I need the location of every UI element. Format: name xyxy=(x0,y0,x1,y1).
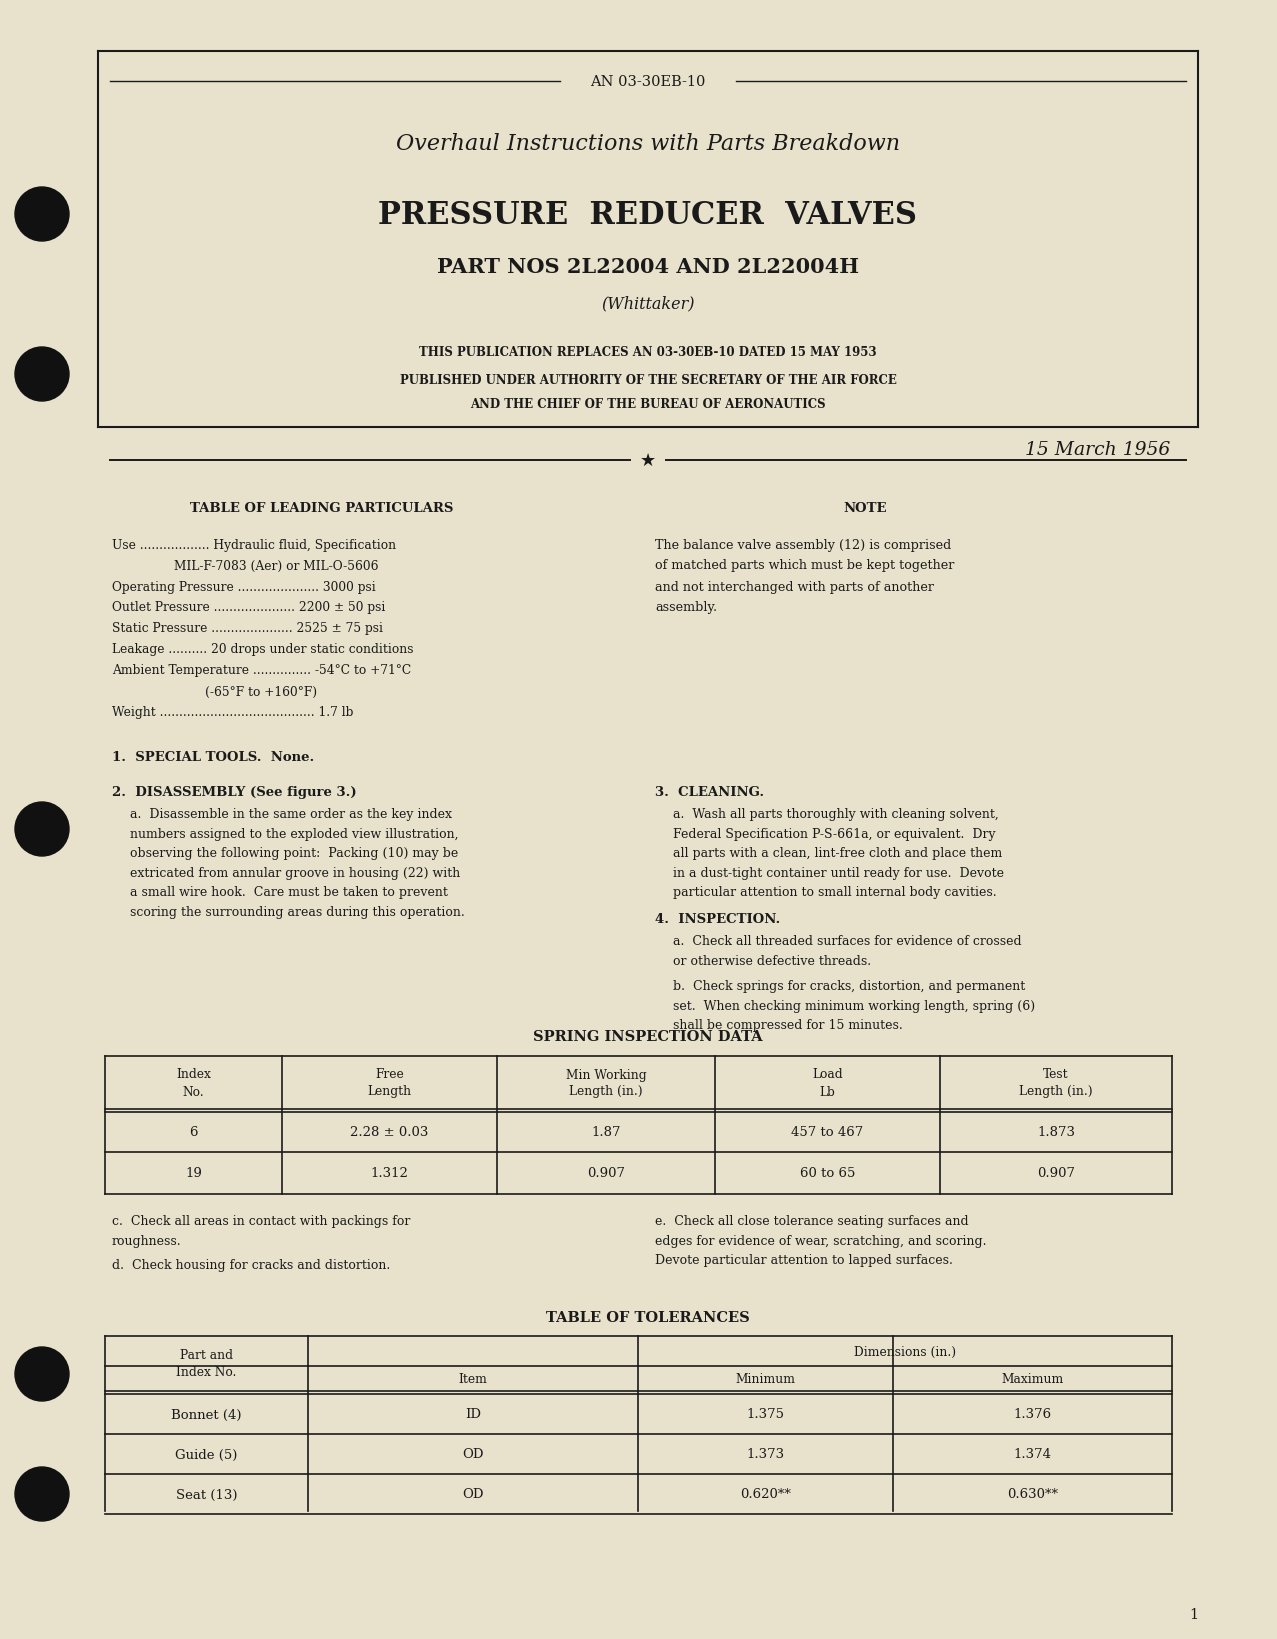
Text: THIS PUBLICATION REPLACES AN 03-30EB-10 DATED 15 MAY 1953: THIS PUBLICATION REPLACES AN 03-30EB-10 … xyxy=(419,346,877,359)
Text: 1.375: 1.375 xyxy=(747,1408,784,1421)
Text: of matched parts which must be kept together: of matched parts which must be kept toge… xyxy=(655,559,954,572)
Text: ID: ID xyxy=(465,1408,481,1421)
Text: Bonnet (4): Bonnet (4) xyxy=(171,1408,241,1421)
Text: OD: OD xyxy=(462,1488,484,1501)
Text: Leakage .......... 20 drops under static conditions: Leakage .......... 20 drops under static… xyxy=(112,642,414,656)
Text: 1.312: 1.312 xyxy=(370,1167,409,1180)
Circle shape xyxy=(15,188,69,243)
Text: OD: OD xyxy=(462,1447,484,1460)
Text: 1.376: 1.376 xyxy=(1014,1408,1051,1421)
Text: Index
No.: Index No. xyxy=(176,1069,211,1098)
Text: 15 March 1956: 15 March 1956 xyxy=(1024,441,1170,459)
Text: Ambient Temperature ............... -54°C to +71°C: Ambient Temperature ............... -54°… xyxy=(112,664,411,677)
Text: SPRING INSPECTION DATA: SPRING INSPECTION DATA xyxy=(534,1029,762,1044)
Text: Seat (13): Seat (13) xyxy=(176,1488,238,1501)
Text: 0.630**: 0.630** xyxy=(1008,1488,1059,1501)
Text: AND THE CHIEF OF THE BUREAU OF AERONAUTICS: AND THE CHIEF OF THE BUREAU OF AERONAUTI… xyxy=(470,398,826,411)
Text: Load
Lb: Load Lb xyxy=(812,1069,843,1098)
Text: 1.873: 1.873 xyxy=(1037,1126,1075,1139)
Text: a.  Disassemble in the same order as the key index: a. Disassemble in the same order as the … xyxy=(130,808,452,821)
Text: assembly.: assembly. xyxy=(655,602,718,615)
Text: 2.  DISASSEMBLY (See figure 3.): 2. DISASSEMBLY (See figure 3.) xyxy=(112,787,356,798)
Text: a.  Wash all parts thoroughly with cleaning solvent,: a. Wash all parts thoroughly with cleani… xyxy=(673,808,999,821)
Text: 1: 1 xyxy=(1189,1606,1198,1621)
Text: 19: 19 xyxy=(185,1167,202,1180)
Text: 6: 6 xyxy=(189,1126,198,1139)
Text: 60 to 65: 60 to 65 xyxy=(799,1167,856,1180)
Text: (Whittaker): (Whittaker) xyxy=(601,295,695,313)
Text: in a dust-tight container until ready for use.  Devote: in a dust-tight container until ready fo… xyxy=(673,867,1004,880)
Text: 0.907: 0.907 xyxy=(1037,1167,1075,1180)
Text: PRESSURE  REDUCER  VALVES: PRESSURE REDUCER VALVES xyxy=(378,200,917,231)
Text: numbers assigned to the exploded view illustration,: numbers assigned to the exploded view il… xyxy=(130,828,458,841)
Text: Static Pressure ..................... 2525 ± 75 psi: Static Pressure ..................... 25… xyxy=(112,623,383,634)
Text: 0.907: 0.907 xyxy=(587,1167,624,1180)
Text: 0.620**: 0.620** xyxy=(741,1488,790,1501)
Text: Maximum: Maximum xyxy=(1001,1372,1064,1385)
Text: particular attention to small internal body cavities.: particular attention to small internal b… xyxy=(673,887,996,898)
Text: Test
Length (in.): Test Length (in.) xyxy=(1019,1069,1093,1098)
Circle shape xyxy=(15,1347,69,1401)
Text: TABLE OF TOLERANCES: TABLE OF TOLERANCES xyxy=(547,1310,750,1324)
Text: e.  Check all close tolerance seating surfaces and: e. Check all close tolerance seating sur… xyxy=(655,1214,969,1228)
Text: PART NOS 2L22004 AND 2L22004H: PART NOS 2L22004 AND 2L22004H xyxy=(437,257,859,277)
Text: Federal Specification P-S-661a, or equivalent.  Dry: Federal Specification P-S-661a, or equiv… xyxy=(673,828,996,841)
Text: Minimum: Minimum xyxy=(736,1372,796,1385)
Text: TABLE OF LEADING PARTICULARS: TABLE OF LEADING PARTICULARS xyxy=(190,502,453,515)
Text: Free
Length: Free Length xyxy=(368,1069,411,1098)
Text: Part and
Index No.: Part and Index No. xyxy=(176,1349,236,1378)
Text: Use .................. Hydraulic fluid, Specification: Use .................. Hydraulic fluid, … xyxy=(112,538,396,551)
Text: a small wire hook.  Care must be taken to prevent: a small wire hook. Care must be taken to… xyxy=(130,887,448,898)
Text: The balance valve assembly (12) is comprised: The balance valve assembly (12) is compr… xyxy=(655,538,951,551)
Text: 1.87: 1.87 xyxy=(591,1126,621,1139)
Circle shape xyxy=(15,1467,69,1521)
Text: 1.373: 1.373 xyxy=(747,1447,784,1460)
Text: 2.28 ± 0.03: 2.28 ± 0.03 xyxy=(350,1126,429,1139)
Text: Dimensions (in.): Dimensions (in.) xyxy=(854,1344,956,1357)
Text: all parts with a clean, lint-free cloth and place them: all parts with a clean, lint-free cloth … xyxy=(673,847,1002,860)
Text: Outlet Pressure ..................... 2200 ± 50 psi: Outlet Pressure ..................... 22… xyxy=(112,602,386,615)
Text: Item: Item xyxy=(458,1372,488,1385)
Text: Guide (5): Guide (5) xyxy=(175,1447,238,1460)
Text: observing the following point:  Packing (10) may be: observing the following point: Packing (… xyxy=(130,847,458,860)
Text: Weight ........................................ 1.7 lb: Weight .................................… xyxy=(112,706,354,720)
Text: 457 to 467: 457 to 467 xyxy=(792,1126,863,1139)
Text: 1.374: 1.374 xyxy=(1014,1447,1051,1460)
Text: shall be compressed for 15 minutes.: shall be compressed for 15 minutes. xyxy=(673,1019,903,1033)
Text: (-65°F to +160°F): (-65°F to +160°F) xyxy=(112,685,317,698)
Text: and not interchanged with parts of another: and not interchanged with parts of anoth… xyxy=(655,580,933,593)
Text: 4.  INSPECTION.: 4. INSPECTION. xyxy=(655,913,780,926)
Text: Operating Pressure ..................... 3000 psi: Operating Pressure .....................… xyxy=(112,580,375,593)
Text: extricated from annular groove in housing (22) with: extricated from annular groove in housin… xyxy=(130,867,460,880)
Text: scoring the surrounding areas during this operation.: scoring the surrounding areas during thi… xyxy=(130,905,465,918)
Text: roughness.: roughness. xyxy=(112,1234,181,1247)
Text: b.  Check springs for cracks, distortion, and permanent: b. Check springs for cracks, distortion,… xyxy=(673,980,1025,993)
Circle shape xyxy=(15,347,69,402)
Text: 1.  SPECIAL TOOLS.  None.: 1. SPECIAL TOOLS. None. xyxy=(112,751,314,764)
Text: Devote particular attention to lapped surfaces.: Devote particular attention to lapped su… xyxy=(655,1254,953,1267)
Text: d.  Check housing for cracks and distortion.: d. Check housing for cracks and distorti… xyxy=(112,1259,391,1272)
Text: Overhaul Instructions with Parts Breakdown: Overhaul Instructions with Parts Breakdo… xyxy=(396,133,900,156)
Text: edges for evidence of wear, scratching, and scoring.: edges for evidence of wear, scratching, … xyxy=(655,1234,987,1247)
Text: NOTE: NOTE xyxy=(843,502,886,515)
Circle shape xyxy=(15,803,69,857)
Text: Min Working
Length (in.): Min Working Length (in.) xyxy=(566,1069,646,1098)
Text: AN 03-30EB-10: AN 03-30EB-10 xyxy=(590,75,706,89)
Text: a.  Check all threaded surfaces for evidence of crossed: a. Check all threaded surfaces for evide… xyxy=(673,934,1022,947)
Text: MIL-F-7083 (Aer) or MIL-O-5606: MIL-F-7083 (Aer) or MIL-O-5606 xyxy=(112,559,378,572)
Text: c.  Check all areas in contact with packings for: c. Check all areas in contact with packi… xyxy=(112,1214,410,1228)
Text: or otherwise defective threads.: or otherwise defective threads. xyxy=(673,954,871,967)
Text: ★: ★ xyxy=(640,452,656,470)
Text: set.  When checking minimum working length, spring (6): set. When checking minimum working lengt… xyxy=(673,1000,1036,1013)
Text: PUBLISHED UNDER AUTHORITY OF THE SECRETARY OF THE AIR FORCE: PUBLISHED UNDER AUTHORITY OF THE SECRETA… xyxy=(400,374,896,387)
Text: 3.  CLEANING.: 3. CLEANING. xyxy=(655,787,764,798)
